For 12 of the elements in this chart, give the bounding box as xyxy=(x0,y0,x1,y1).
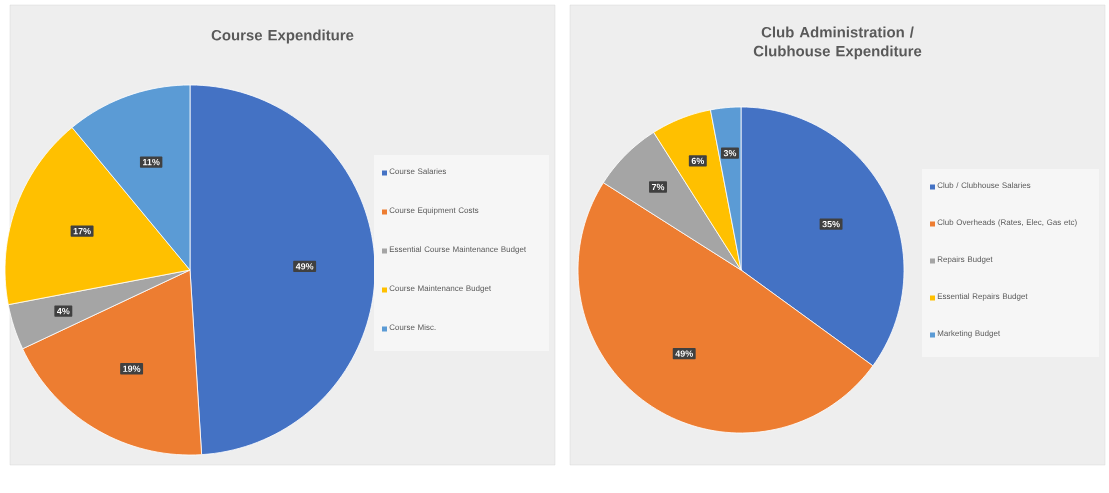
data-label: 35% xyxy=(822,220,840,228)
data-label: 49% xyxy=(675,350,693,357)
data-label: 17% xyxy=(73,228,91,235)
data-label: 6% xyxy=(691,157,705,165)
data-label: 4% xyxy=(56,308,70,315)
data-label: 49% xyxy=(295,263,314,270)
data-label: 11% xyxy=(142,158,160,166)
data-label: 3% xyxy=(723,149,737,157)
chart-title: Course Expenditure xyxy=(211,29,354,44)
chart-title: Club Administration / Clubhouse Expenditure xyxy=(753,26,922,60)
data-label: 19% xyxy=(123,365,141,372)
data-label: 7% xyxy=(651,183,665,191)
